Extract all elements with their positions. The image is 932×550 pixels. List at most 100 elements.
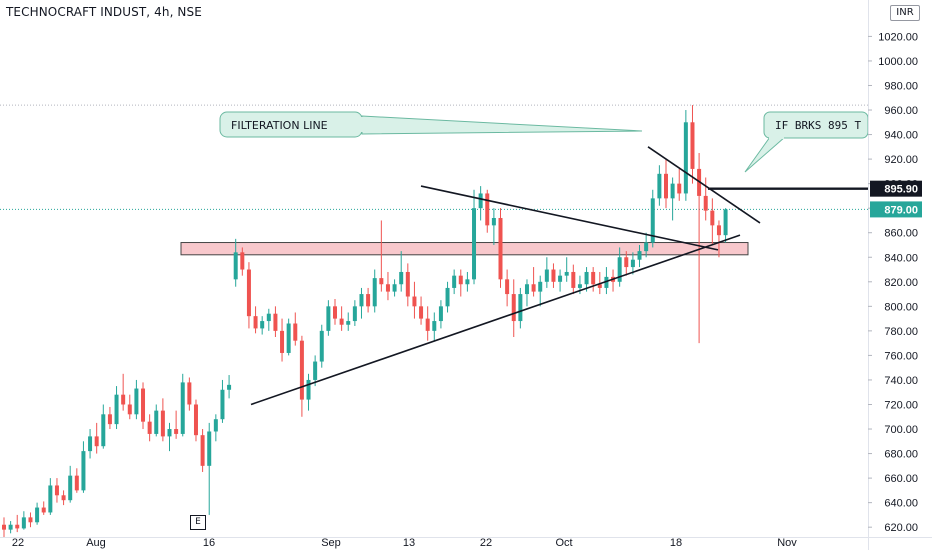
candle-body <box>74 475 79 491</box>
candle-body <box>716 225 721 236</box>
candle-body <box>458 275 463 285</box>
callout-joint <box>360 117 364 132</box>
candle-body <box>372 278 377 307</box>
candle-body <box>68 475 73 501</box>
candle-body <box>564 271 569 276</box>
candle-body <box>366 294 371 307</box>
candle-body <box>81 451 86 491</box>
candle-body <box>664 173 668 199</box>
level-price-badge-bg <box>870 180 922 197</box>
price-tick-label: 1000.00 <box>878 56 918 68</box>
reference-lines <box>0 104 868 210</box>
candle-body <box>551 269 556 282</box>
candle-body <box>94 436 99 447</box>
candle-body <box>280 330 285 353</box>
candle-body <box>604 276 609 288</box>
candle-body <box>524 284 529 295</box>
price-tick-label: 640.00 <box>884 498 918 510</box>
candle-body <box>121 394 126 405</box>
candle-body <box>187 382 192 405</box>
callout-pointer <box>361 115 643 135</box>
earnings-event-marker[interactable]: E <box>190 515 206 530</box>
candle-body <box>657 173 662 199</box>
candle-body <box>154 410 159 434</box>
price-tick-label: 920.00 <box>884 154 918 166</box>
candle-body <box>478 193 483 209</box>
candle-body <box>141 388 146 422</box>
time-tick-label: Aug <box>86 537 106 549</box>
candle-body <box>577 284 582 288</box>
candle-body <box>233 252 238 280</box>
currency-badge[interactable]: INR <box>890 5 920 21</box>
candle-body <box>160 410 165 437</box>
candle-body <box>319 330 324 362</box>
candle-body <box>571 271 576 288</box>
candle-body <box>584 271 589 285</box>
candle-body <box>240 252 245 270</box>
candle-body <box>425 318 430 331</box>
candle-body <box>723 209 728 236</box>
candle-body <box>200 435 205 466</box>
price-tick-label: 1020.00 <box>878 31 918 43</box>
time-tick-label: Oct <box>555 537 572 549</box>
candle-body <box>2 524 6 530</box>
candle-body <box>498 217 503 280</box>
candle-body <box>35 507 40 523</box>
callout-breakout-text: IF BRKS 895 T <box>775 119 861 132</box>
time-tick-label: 18 <box>670 537 682 549</box>
time-tick-label: 16 <box>203 537 215 549</box>
candle-body <box>15 524 20 529</box>
candle-body <box>207 431 212 466</box>
candle-body <box>61 495 66 501</box>
candle-body <box>147 421 152 434</box>
price-axis-background <box>868 0 932 550</box>
candle-body <box>399 271 404 285</box>
candle-body <box>220 389 225 420</box>
candle-body <box>114 394 119 425</box>
candle-body <box>637 251 642 260</box>
candle-body <box>174 429 179 434</box>
level-price-badge-text: 895.90 <box>884 184 918 196</box>
candle-body <box>412 296 417 307</box>
time-axis: 22 Aug 16 Sep 13 22 Oct 18 Nov <box>0 537 932 549</box>
trendline <box>420 185 719 251</box>
candle-body <box>511 294 516 322</box>
candle-body <box>558 275 563 282</box>
trendlines <box>250 146 868 406</box>
candle-body <box>286 323 291 353</box>
callout-pointer <box>744 136 787 173</box>
last-price-badge-text: 879.00 <box>884 204 918 216</box>
price-tick-label: 960.00 <box>884 105 918 117</box>
price-tick-label: 680.00 <box>884 449 918 461</box>
trendline <box>250 234 741 406</box>
callouts: FILTERATION LINE IF BRKS 895 T <box>219 111 869 173</box>
candle-body <box>690 122 695 169</box>
candle-body <box>379 278 384 285</box>
price-tick-label: 760.00 <box>884 350 918 362</box>
candle-body <box>333 306 337 319</box>
candle-body <box>167 429 172 437</box>
candle-body <box>544 269 549 282</box>
price-tick-label: 940.00 <box>884 130 918 142</box>
last-price-badge-bg <box>870 201 922 218</box>
callout-filteration-line-text: FILTERATION LINE <box>231 119 328 132</box>
candle-body <box>8 524 13 530</box>
price-tick-label: 780.00 <box>884 326 918 338</box>
trendline <box>647 146 761 224</box>
candle-body <box>538 281 543 292</box>
chart-title: TECHNOCRAFT INDUST, 4h, NSE <box>6 5 202 19</box>
candle-body <box>465 279 470 285</box>
candle-body <box>48 485 53 513</box>
candle-body <box>677 183 682 194</box>
candle-body <box>531 284 536 292</box>
candle-body <box>452 275 457 288</box>
candle-body <box>101 414 106 447</box>
candle-body <box>21 517 26 529</box>
price-tick-label: 840.00 <box>884 252 918 264</box>
candle-body <box>273 313 278 331</box>
support-zone <box>180 242 749 256</box>
candle-body <box>703 195 708 211</box>
candle-body <box>644 242 649 252</box>
candle-body <box>392 284 397 292</box>
